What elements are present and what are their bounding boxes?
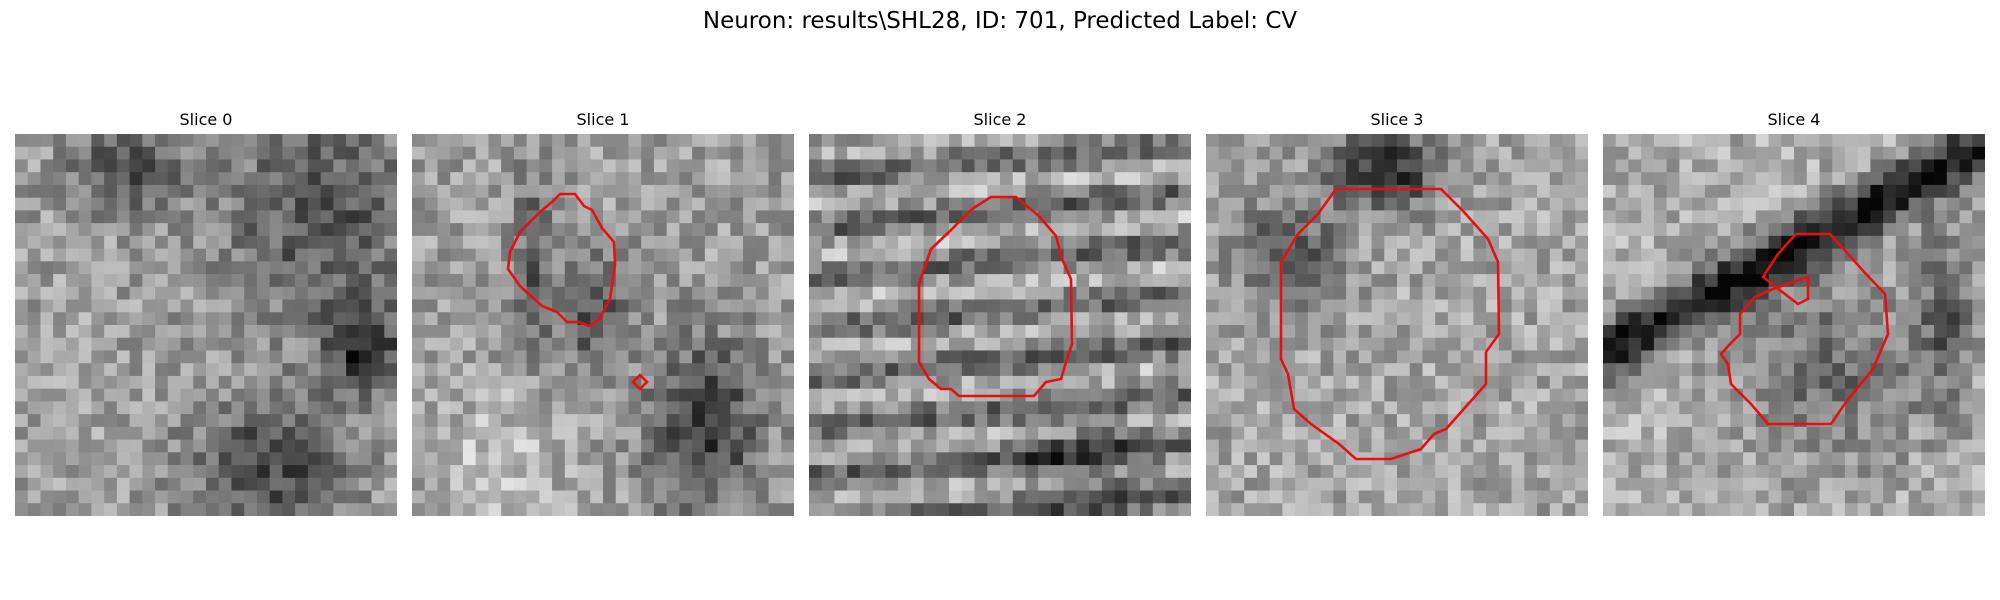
slice-title-4: Slice 4 — [1767, 110, 1821, 129]
segmentation-contour-3 — [1279, 187, 1501, 461]
slice-image-4 — [1603, 134, 1985, 516]
segmentation-contour-1 — [506, 192, 617, 328]
slice-image-1 — [412, 134, 794, 516]
segmentation-contour-4 — [1719, 232, 1890, 426]
slice-image-3 — [1206, 134, 1588, 516]
segmentation-contour-1b — [631, 373, 649, 391]
slice-image-2 — [809, 134, 1191, 516]
figure-title: Neuron: results\SHL28, ID: 701, Predicte… — [702, 8, 1298, 34]
segmentation-contour-2 — [917, 195, 1074, 398]
slice-title-0: Slice 0 — [179, 110, 233, 129]
slice-title-1: Slice 1 — [576, 110, 630, 129]
slice-title-2: Slice 2 — [973, 110, 1027, 129]
slice-title-3: Slice 3 — [1370, 110, 1424, 129]
slice-image-0 — [15, 134, 397, 516]
